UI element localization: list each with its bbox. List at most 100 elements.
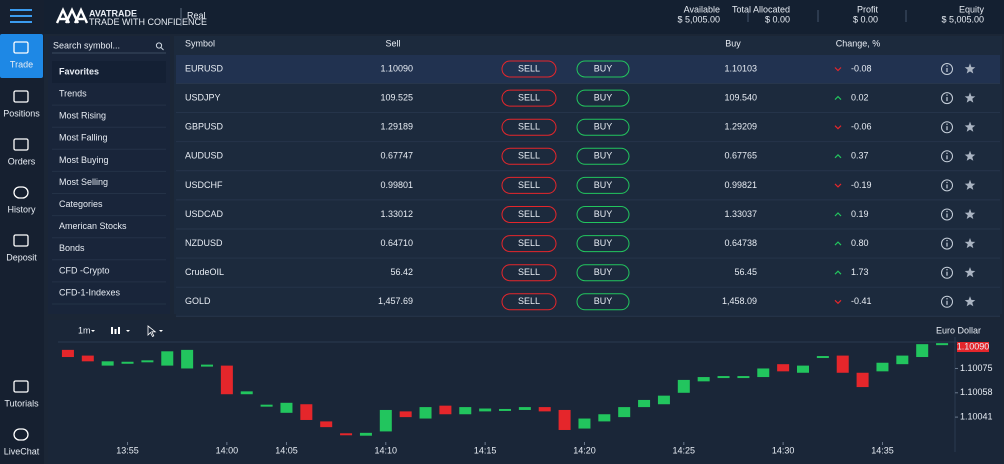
account-stat: Available$ 5,005.00 — [677, 4, 749, 24]
favorite-star[interactable] — [964, 296, 976, 307]
candle-body — [836, 355, 849, 373]
buy-button[interactable]: BUY — [576, 176, 630, 194]
symbol: GBPUSD — [185, 122, 224, 132]
symbol: CrudeOIL — [185, 267, 224, 277]
info-button[interactable] — [941, 295, 953, 308]
sell-button[interactable]: SELL — [501, 206, 557, 223]
timeframe: 1m — [78, 325, 91, 335]
nav-item[interactable]: Orders — [8, 138, 36, 166]
sell-button[interactable]: SELL — [501, 264, 557, 282]
nav-item[interactable]: History — [7, 186, 36, 214]
info-button[interactable] — [941, 150, 953, 163]
info-button[interactable] — [941, 237, 953, 250]
sidebar-item[interactable]: Most Falling — [52, 133, 166, 150]
stat-label: Equity — [959, 4, 985, 14]
chart: Euro Dollar 1.10075 1.10058 1.10041 1.10090 1… — [58, 325, 993, 455]
info-button[interactable] — [941, 179, 953, 192]
info-icon — [946, 94, 948, 96]
buy-button[interactable]: BUY — [576, 89, 630, 107]
buy-price: 56.45 — [734, 267, 757, 277]
buy-price: 0.99821 — [724, 180, 757, 190]
buy-button[interactable]: BUY — [576, 118, 630, 136]
buy-button[interactable]: BUY — [576, 60, 630, 78]
nav-icon — [13, 380, 29, 393]
column-header: Sell — [385, 38, 400, 48]
sell-button[interactable]: SELL — [501, 293, 557, 311]
nav-item[interactable]: Trade — [0, 34, 43, 78]
candle-body — [697, 377, 710, 382]
favorite-star[interactable] — [964, 92, 976, 103]
info-button[interactable] — [941, 92, 953, 105]
favorite-star[interactable] — [964, 121, 976, 132]
nav-item[interactable]: Tutorials — [4, 380, 39, 408]
sell-button-label: SELL — [518, 180, 540, 190]
sell-button[interactable]: SELL — [501, 235, 557, 253]
nav-label: LiveChat — [4, 446, 40, 456]
info-icon — [941, 63, 953, 75]
candle-body — [101, 361, 114, 366]
symbol-search[interactable]: Search symbol... — [52, 40, 166, 54]
sidebar-item[interactable]: Most Buying — [52, 155, 166, 172]
info-icon — [941, 150, 953, 163]
tagline: TRADE WITH CONFIDENCE — [89, 17, 207, 27]
favorite-star[interactable] — [964, 179, 976, 190]
nav-item[interactable]: Positions — [3, 90, 40, 118]
candle-body — [201, 364, 213, 367]
candles-icon — [114, 329, 117, 334]
quote-row[interactable]: EURUSD 1.10090 1.10103 SELL BUY -0.08 — [176, 55, 1000, 84]
row-background — [176, 55, 1000, 83]
buy-button[interactable]: BUY — [576, 293, 630, 311]
buy-button[interactable]: BUY — [576, 206, 630, 223]
sell-button[interactable]: SELL — [501, 89, 557, 107]
buy-button[interactable]: BUY — [576, 147, 630, 165]
info-button[interactable] — [941, 208, 953, 221]
sell-button[interactable]: SELL — [501, 60, 557, 78]
favorite-star[interactable] — [964, 267, 976, 278]
sell-price: 0.99801 — [380, 180, 413, 190]
favorite-star[interactable] — [964, 150, 976, 161]
quote-row[interactable]: NZDUSD 0.64710 0.64738 SELL BUY 0.80 — [176, 229, 1000, 259]
info-button[interactable] — [941, 63, 953, 75]
sidebar-item[interactable]: CFD -Crypto — [52, 265, 166, 283]
quote-row[interactable]: AUDUSD 0.67747 0.67765 SELL BUY 0.37 — [176, 142, 1000, 172]
nav-item[interactable]: Deposit — [6, 234, 37, 262]
buy-price: 0.67765 — [724, 151, 757, 161]
buy-button[interactable]: BUY — [576, 264, 630, 282]
quote-row[interactable]: USDJPY 109.525 109.540 SELL BUY 0.02 — [176, 84, 1000, 114]
buy-price: 1.10103 — [724, 63, 757, 73]
favorite-star[interactable] — [964, 208, 976, 219]
quote-row[interactable]: USDCAD 1.33012 1.33037 SELL BUY 0.19 — [176, 200, 1000, 230]
sell-price: 0.67747 — [380, 151, 413, 161]
candle-body — [538, 407, 551, 412]
sidebar-item[interactable]: Most Selling — [52, 177, 166, 194]
buy-button[interactable]: BUY — [576, 235, 630, 253]
sell-button[interactable]: SELL — [501, 118, 557, 136]
account-type: Real — [187, 10, 206, 20]
sidebar-item[interactable]: CFD-1-Indexes — [52, 287, 166, 305]
sell-button[interactable]: SELL — [501, 176, 557, 194]
chart-toolbar[interactable]: 1m — [78, 325, 163, 338]
sidebar-item[interactable]: American Stocks — [52, 221, 166, 239]
x-tick-label: 14:15 — [474, 445, 497, 455]
nav-item[interactable]: LiveChat — [4, 428, 40, 456]
quote-row[interactable]: USDCHF 0.99801 0.99821 SELL BUY -0.19 — [176, 171, 1000, 201]
favorite-star[interactable] — [964, 63, 976, 74]
favorite-star[interactable] — [964, 238, 976, 249]
candle-body — [61, 349, 74, 358]
symbol: AUDUSD — [185, 151, 224, 161]
info-button[interactable] — [941, 121, 953, 134]
sidebar-item[interactable]: Bonds — [52, 243, 166, 261]
sell-button[interactable]: SELL — [501, 147, 557, 165]
row-background — [176, 142, 1000, 171]
sidebar-item[interactable]: Favorites — [52, 61, 166, 83]
sell-price: 1,457.69 — [378, 296, 413, 306]
quote-row[interactable]: GOLD 1,457.69 1,458.09 SELL BUY -0.41 — [176, 287, 1000, 317]
quote-row[interactable]: CrudeOIL 56.42 56.45 SELL BUY 1.73 — [176, 258, 1000, 288]
candle-body — [638, 399, 651, 408]
quote-row[interactable]: GBPUSD 1.29189 1.29209 SELL BUY -0.06 — [176, 113, 1000, 143]
sidebar-item[interactable]: Most Rising — [52, 111, 166, 128]
x-tick-label: 14:05 — [275, 445, 298, 455]
buy-button-label: BUY — [594, 238, 613, 248]
menu-button[interactable] — [10, 9, 32, 23]
info-button[interactable] — [941, 266, 953, 279]
